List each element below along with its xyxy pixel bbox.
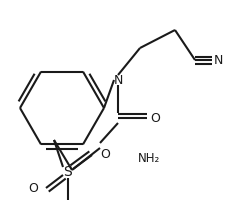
Text: O: O	[28, 181, 38, 195]
Text: NH₂: NH₂	[138, 152, 160, 164]
Text: O: O	[150, 112, 160, 124]
Text: O: O	[100, 149, 110, 161]
Text: N: N	[113, 74, 123, 86]
Text: S: S	[64, 165, 72, 179]
Text: N: N	[213, 54, 223, 66]
